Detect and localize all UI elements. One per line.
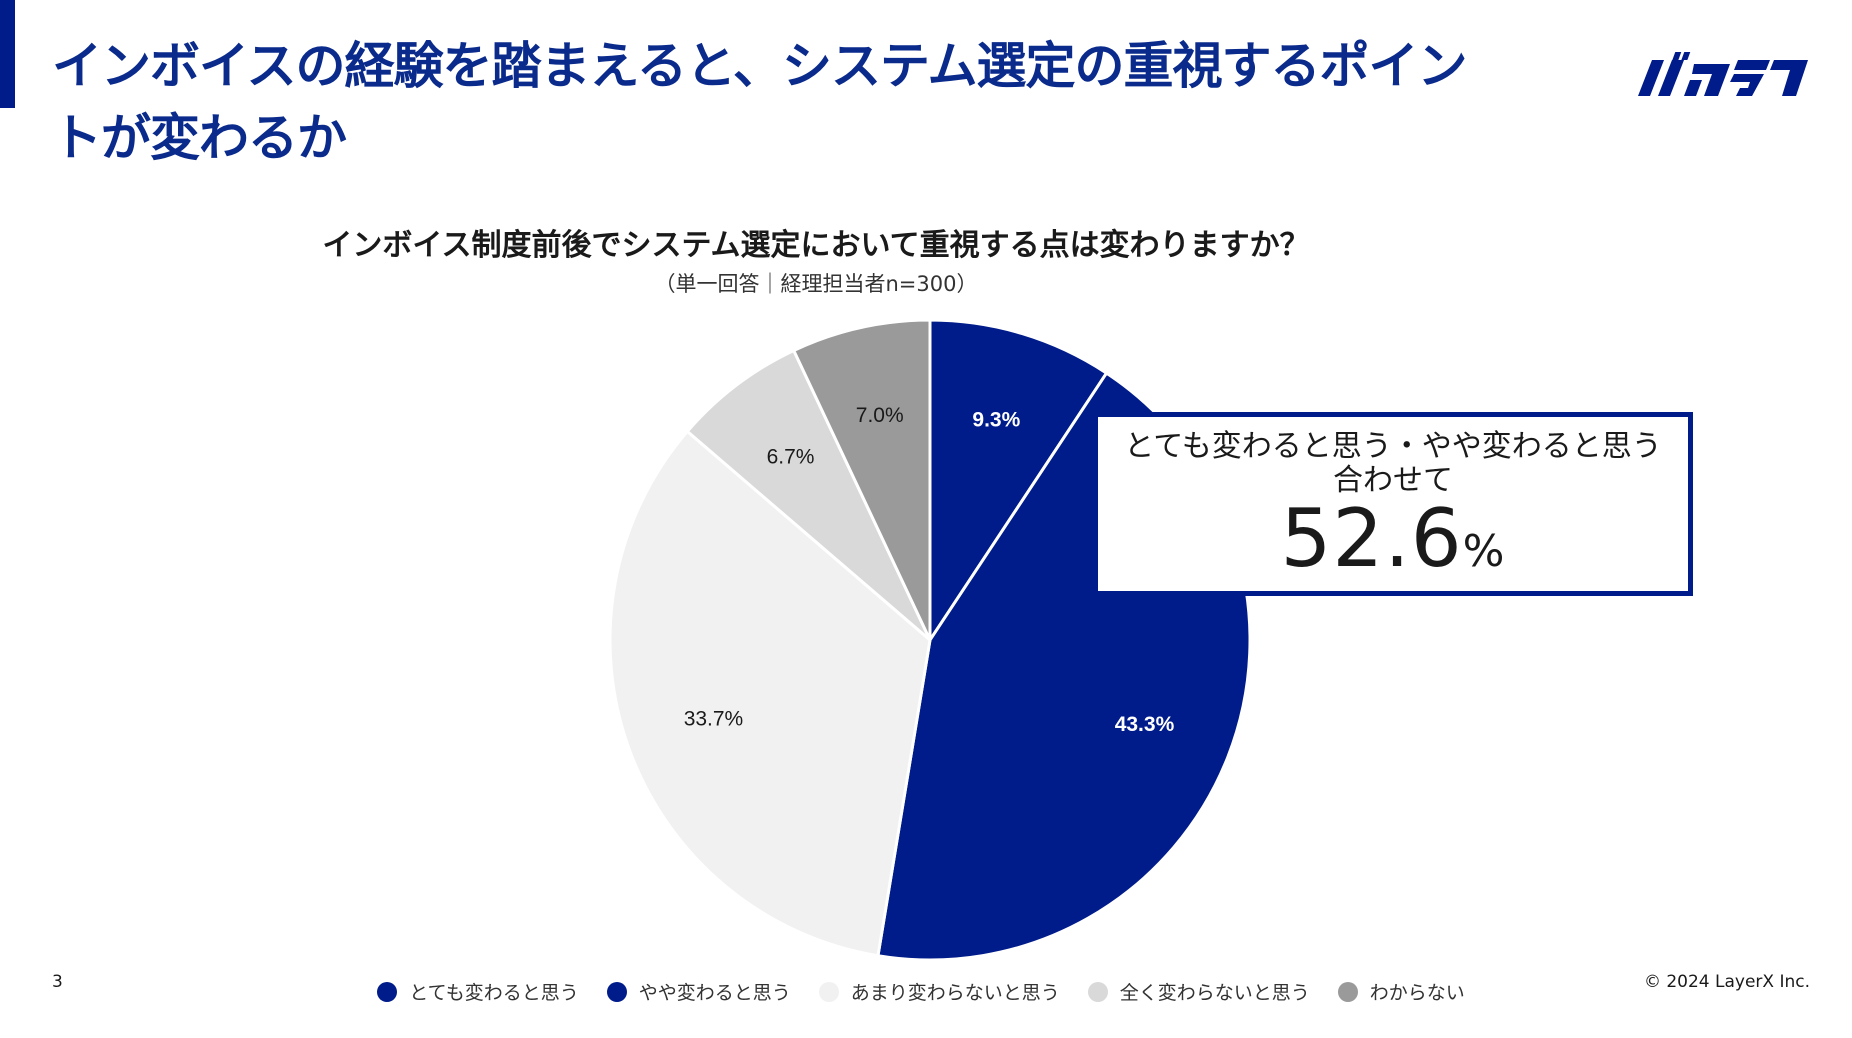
pie-slice-4 [685, 348, 932, 642]
legend-swatch-icon [606, 981, 627, 1002]
slide-title: インボイスの経験を踏まえると、システム選定の重視するポイントが変わるか [52, 37, 1468, 167]
legend-item-5: わからない [1337, 978, 1465, 1005]
legend-label: やや変わると思う [638, 982, 791, 1004]
legend-item-2: やや変わると思う [606, 978, 791, 1005]
legend-item-3: あまり変わらないと思う [818, 978, 1060, 1005]
callout-number: 52.6 [1280, 492, 1463, 585]
copyright: © 2024 LayerX Inc. [1643, 972, 1810, 992]
legend-swatch-icon [377, 981, 398, 1002]
legend-swatch-icon [818, 981, 839, 1002]
title-accent-bar [0, 0, 15, 108]
legend-item-1: とても変わると思う [377, 978, 579, 1005]
pie-slice-label-1: 9.3% [972, 408, 1020, 431]
legend-label: わからない [1369, 982, 1465, 1004]
callout-subheading: 合わせて [1333, 463, 1453, 498]
bakuraku-logo [1638, 52, 1808, 96]
pie-slice-label-3: 33.7% [684, 708, 744, 731]
legend-label: あまり変わらないと思う [850, 982, 1060, 1004]
legend-label: 全く変わらないと思う [1119, 982, 1310, 1004]
pie-slice-label-4: 6.7% [767, 446, 815, 469]
legend-swatch-icon [1337, 981, 1358, 1002]
page-number: 3 [52, 972, 63, 992]
total-callout-box: とても変わると思う・やや変わると思う 合わせて 52.6% [1093, 412, 1693, 596]
pie-slice-label-5: 7.0% [856, 404, 904, 427]
pie-slice-3 [608, 429, 932, 958]
legend-item-4: 全く変わらないと思う [1087, 978, 1310, 1005]
callout-total-value: 52.6% [1098, 497, 1688, 594]
legend-label: とても変わると思う [409, 982, 579, 1004]
chart-title: インボイス制度前後でシステム選定において重視する点は変わりますか？ [322, 228, 1310, 263]
pie-slice-label-2: 43.3% [1115, 713, 1175, 736]
chart-subtitle: （単一回答｜経理担当者n=300） [654, 272, 978, 296]
callout-heading: とても変わると思う・やや変わると思う [1124, 429, 1662, 464]
pie-slice-1 [928, 318, 1109, 645]
callout-unit: % [1462, 526, 1506, 577]
legend-swatch-icon [1087, 981, 1108, 1002]
chart-legend: とても変わると思う やや変わると思う あまり変わらないと思う 全く変わらないと思う わか… [0, 978, 1852, 1005]
pie-slice-5 [791, 318, 932, 641]
